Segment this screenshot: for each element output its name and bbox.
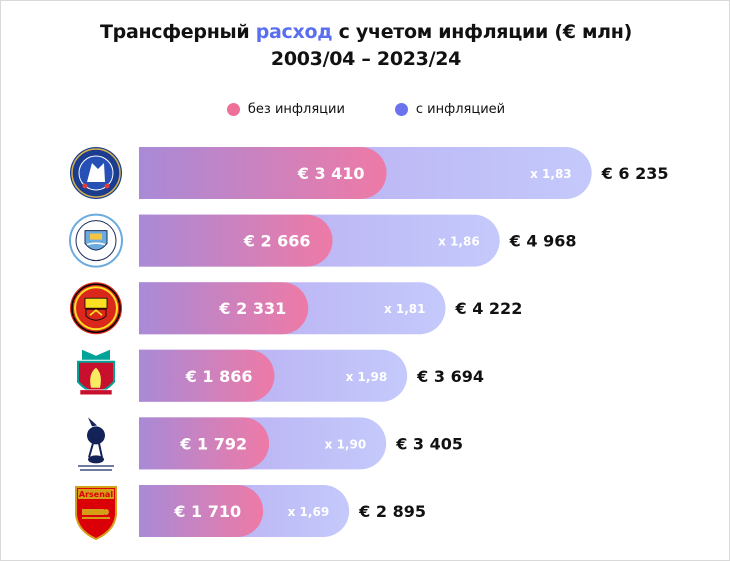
- liverpool-logo: [77, 349, 115, 396]
- club-logos: Arsenal: [69, 147, 123, 541]
- bar-row: € 2 666 x 1,86 € 4 968: [139, 214, 577, 267]
- legend-label-nominal: без инфляции: [247, 102, 345, 117]
- bar-nominal: [139, 147, 387, 199]
- label-inflation-total: € 3 405: [395, 434, 463, 453]
- legend: без инфляции с инфляцией: [1, 102, 730, 117]
- svg-text:Arsenal: Arsenal: [79, 490, 113, 499]
- label-inflation-total: € 3 694: [416, 367, 484, 386]
- label-nominal: € 1 710: [173, 502, 241, 521]
- manchester-city-logo: [69, 213, 123, 268]
- chart-title: Трансферный расход с учетом инфляции (€ …: [1, 19, 730, 73]
- legend-label-inflation: с инфляцией: [415, 102, 506, 117]
- label-inflation-total: € 2 895: [358, 502, 426, 521]
- bar-row: € 1 710 x 1,69 € 2 895: [139, 485, 426, 537]
- label-multiplier: x 1,90: [325, 437, 367, 451]
- label-nominal: € 2 331: [218, 299, 286, 318]
- bars: € 3 410 x 1,83 € 6 235 € 2 666 x 1,86 € 4 968…: [139, 147, 668, 537]
- label-inflation-total: € 4 968: [509, 232, 577, 251]
- label-nominal: € 1 866: [185, 367, 253, 386]
- label-nominal: € 1 792: [179, 434, 247, 453]
- chelsea-logo: [70, 147, 122, 199]
- bar-row: € 1 792 x 1,90 € 3 405: [139, 417, 463, 470]
- title-line-2: 2003/04 – 2023/24: [270, 48, 462, 70]
- manchester-united-logo: [70, 282, 122, 335]
- legend-item-nominal: без инфляции: [226, 102, 345, 117]
- title-highlight: расход: [255, 21, 333, 43]
- label-inflation-total: € 6 235: [601, 164, 669, 183]
- label-multiplier: x 1,69: [288, 505, 330, 519]
- label-inflation-total: € 4 222: [455, 299, 523, 318]
- label-multiplier: x 1,98: [346, 370, 388, 384]
- bar-nominal: [139, 417, 270, 470]
- bar-nominal: [139, 485, 264, 537]
- legend-item-inflation: с инфляцией: [394, 102, 506, 117]
- bar-row: € 2 331 x 1,81 € 4 222: [139, 282, 523, 335]
- bar-nominal: [139, 349, 275, 402]
- tottenham-logo: [78, 417, 114, 471]
- legend-dot-nominal: [226, 103, 240, 116]
- bar-nominal: [139, 214, 333, 267]
- label-nominal: € 2 666: [243, 232, 311, 251]
- title-part-1: Трансферный: [99, 21, 256, 43]
- label-multiplier: x 1,83: [530, 167, 572, 181]
- bar-nominal: [139, 282, 309, 335]
- label-multiplier: x 1,81: [384, 302, 426, 316]
- bar-row: € 3 410 x 1,83 € 6 235: [139, 147, 668, 199]
- arsenal-logo: Arsenal: [75, 486, 117, 541]
- title-part-2: с учетом инфляции (€ млн): [332, 21, 633, 43]
- label-nominal: € 3 410: [297, 164, 365, 183]
- title-line-1: Трансферный расход с учетом инфляции (€ …: [1, 19, 730, 46]
- bar-row: € 1 866 x 1,98 € 3 694: [139, 349, 484, 402]
- legend-dot-inflation: [394, 103, 408, 116]
- label-multiplier: x 1,86: [438, 235, 480, 249]
